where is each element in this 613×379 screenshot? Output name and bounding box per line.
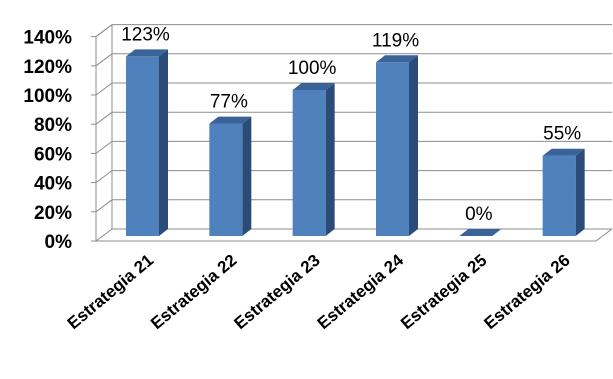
y-tick-label: 60% [34,144,72,165]
bar-top [376,55,418,63]
wall-top-edge [95,24,113,37]
data-label: 55% [543,124,581,145]
bar-top [209,116,252,124]
bar [209,116,252,236]
gridline-side [95,53,113,67]
gridline-side [95,111,113,125]
gridline-side [95,199,113,213]
y-tick-label: 80% [34,115,72,136]
bar-top [459,229,502,236]
y-tick-label: 100% [23,86,72,107]
category-label: Estrategia 26 [480,251,573,334]
gridline-side [95,82,113,96]
gridline-side [95,140,113,154]
data-label: 100% [288,58,337,79]
data-labels: 123% 77% 100% 119% 0% 55% [121,24,581,225]
floor-right-edge [595,228,613,242]
bar [126,49,168,236]
category-label: Estrategia 22 [147,251,240,334]
bar [376,55,418,237]
bar [459,229,502,236]
category-label: Estrategia 25 [397,251,490,334]
y-tick-label: 120% [23,57,72,78]
bar-top [292,83,335,90]
bar-side [409,55,418,237]
bar-top [126,49,168,57]
bars [126,49,585,237]
category-label: Estrategia 23 [230,251,323,334]
y-tick-label: 140% [23,28,72,49]
category-label: Estrategia 21 [64,251,157,334]
bar-side [159,49,168,236]
bar-front [209,123,243,236]
category-label: Estrategia 24 [314,250,408,333]
bar-side [575,148,585,236]
bar-side [242,116,252,236]
bar-front [126,56,159,236]
gridline-side [95,228,113,242]
bar-top [542,148,585,156]
y-tick-label: 0% [45,232,73,253]
bar-front [542,155,576,236]
bar-side [325,83,335,236]
gridlines [95,24,612,242]
bar [542,148,585,236]
gridline-side [95,170,113,184]
bar [292,83,335,236]
y-axis: 0% 20% 40% 60% 80% 100% 120% 140% [23,24,613,253]
data-label: 119% [372,30,419,51]
y-tick-label: 20% [34,203,72,224]
y-tick-label: 40% [34,174,72,195]
data-label: 123% [121,24,170,45]
data-label: 77% [210,92,248,113]
data-label: 0% [465,204,493,225]
bar-front [376,62,409,237]
bar-front [292,90,326,236]
